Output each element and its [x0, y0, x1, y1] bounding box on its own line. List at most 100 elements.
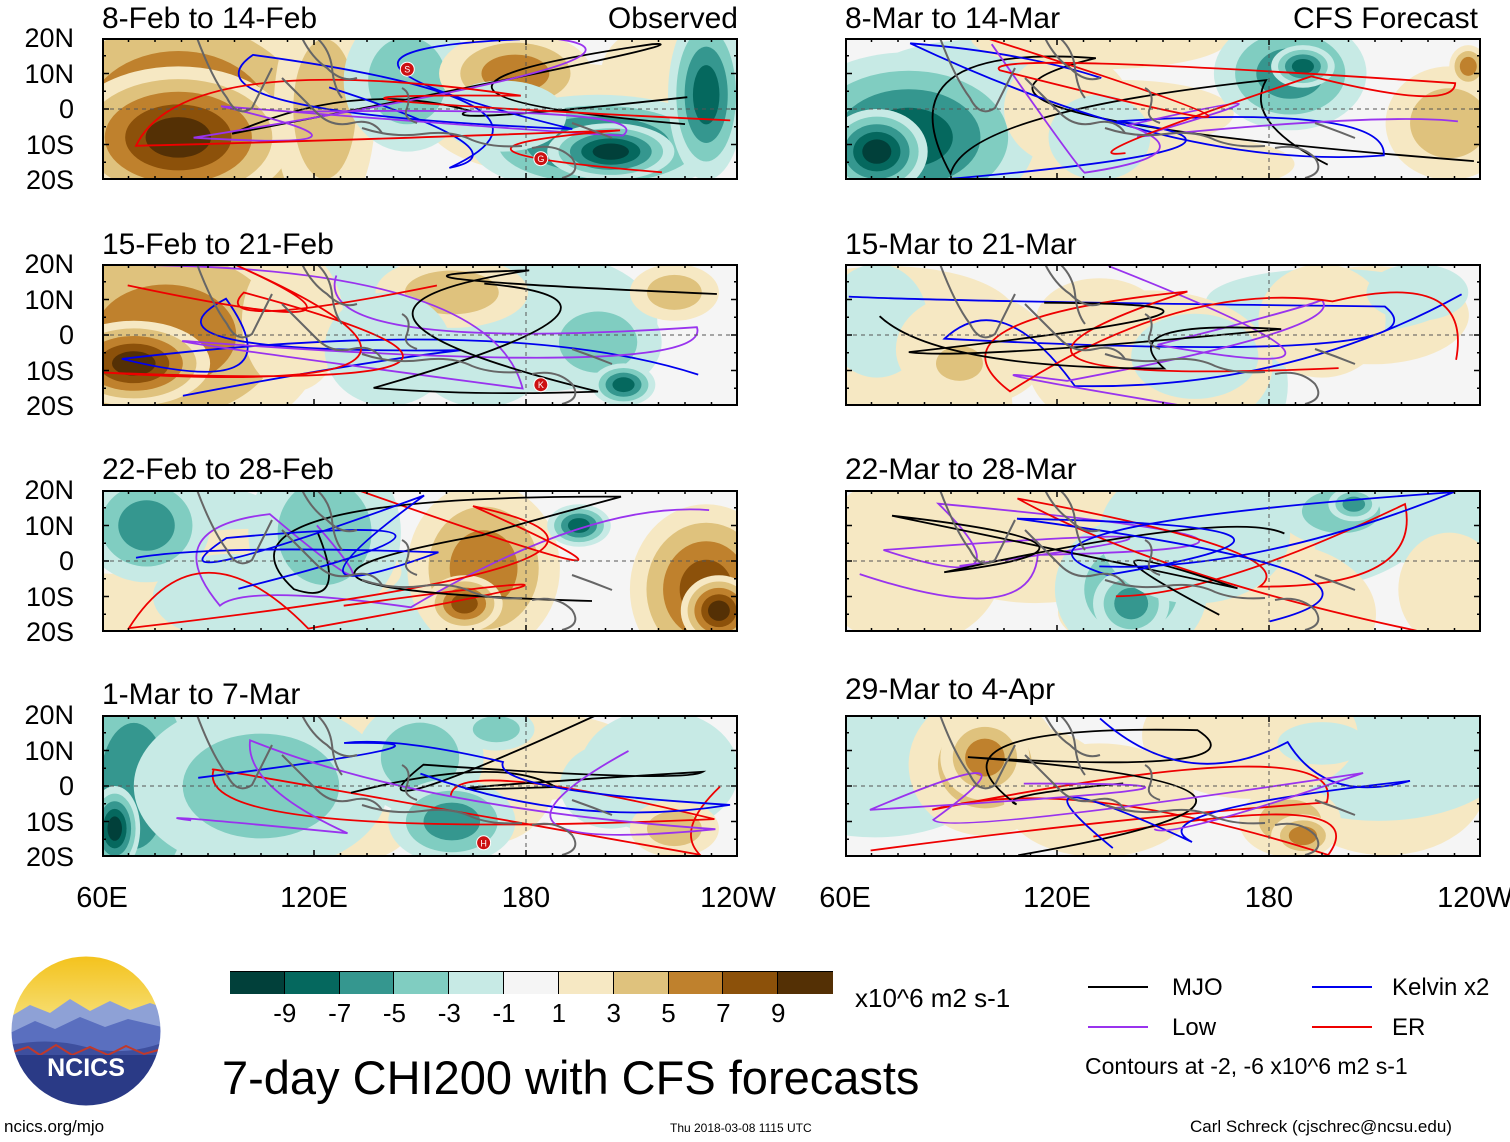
- contour-line: [134, 78, 731, 174]
- legend-line-mjo: [1088, 986, 1148, 988]
- coastline: [1059, 490, 1086, 551]
- legend-label-kelvin: Kelvin x2: [1392, 974, 1490, 1001]
- anomaly-region: [862, 139, 892, 164]
- anomaly-region: [692, 65, 720, 125]
- colorbar-tick-label: -3: [437, 998, 461, 1028]
- coastline: [531, 145, 577, 179]
- coastline: [316, 490, 343, 551]
- coastline: [531, 822, 577, 856]
- anomaly-region: [324, 292, 452, 406]
- lon-tick-label: 60E: [819, 882, 871, 914]
- lon-tick-label: 120W: [700, 882, 776, 914]
- lon-tick-label: 180: [501, 882, 551, 914]
- map-panel: K: [102, 264, 738, 406]
- colorbar-cell: [723, 972, 779, 994]
- anomaly-region: [423, 802, 481, 841]
- colorbar-tick-label: 3: [606, 998, 621, 1028]
- lat-tick-label: 20S: [25, 617, 74, 647]
- contour-line: [127, 490, 580, 630]
- coastline: [1059, 715, 1086, 776]
- colorbar-cell: [394, 972, 450, 994]
- coastline: [1059, 264, 1086, 325]
- coastline: [301, 38, 358, 81]
- anomaly-region: [1288, 826, 1318, 846]
- legend-line-low: [1088, 1026, 1148, 1028]
- anomaly-region: [152, 553, 306, 632]
- coastline: [1314, 799, 1356, 816]
- contour-line: [859, 502, 1201, 600]
- panel-title-cfs-1: 8-Mar to 14-Mar: [845, 2, 1061, 35]
- contour-line: [988, 38, 1457, 155]
- coastline: [1274, 371, 1320, 405]
- anomaly-region: [1366, 264, 1469, 321]
- coastline: [1104, 804, 1266, 825]
- storm-marker: G: [533, 151, 549, 167]
- coastline: [939, 38, 1016, 113]
- contour-line: [121, 264, 699, 390]
- footer-timestamp: Thu 2018-03-08 1115 UTC: [670, 1121, 812, 1135]
- contour-line: [237, 38, 573, 169]
- coastline: [1044, 264, 1101, 307]
- coastline: [939, 264, 1016, 339]
- lon-tick-label: 120E: [1023, 882, 1091, 914]
- panel-title-obs-2: 15-Feb to 21-Feb: [102, 228, 334, 261]
- coastline: [196, 264, 273, 339]
- anomaly-region: [1114, 587, 1149, 620]
- map-panel: [845, 490, 1481, 632]
- coastline: [571, 574, 613, 591]
- panel-title-cfs-2: 15-Mar to 21-Mar: [845, 228, 1077, 261]
- legend-line-kelvin: [1312, 986, 1372, 988]
- contour-line: [869, 772, 1364, 832]
- footer-url[interactable]: ncics.org/mjo: [4, 1117, 105, 1136]
- coastline: [939, 490, 1016, 565]
- colorbar-tick-label: -7: [328, 998, 352, 1028]
- colorbar-cell: [668, 972, 724, 994]
- colorbar-tick-label: -1: [492, 998, 516, 1028]
- lat-tick-label: 10S: [25, 355, 74, 386]
- map-panel: SG: [102, 38, 738, 180]
- anomaly-region: [708, 600, 730, 621]
- lat-tick-label: 20S: [25, 842, 74, 872]
- colorbar-cell: [613, 972, 669, 994]
- legend-label-er: ER: [1392, 1014, 1426, 1041]
- coastline: [1274, 145, 1320, 179]
- coastline: [316, 264, 343, 325]
- contour-line: [135, 494, 439, 590]
- colorbar-cell: [230, 972, 285, 994]
- coastline: [1144, 87, 1161, 124]
- panel-title-obs-4: 1-Mar to 7-Mar: [102, 678, 301, 711]
- colorbar-cell: [284, 972, 340, 994]
- coastline: [196, 38, 273, 113]
- panel-title-cfs-4: 29-Mar to 4-Apr: [845, 673, 1056, 706]
- lat-tick-label: 10S: [25, 129, 74, 160]
- coastline: [1274, 597, 1320, 631]
- coastline: [1104, 127, 1266, 148]
- lat-tick-label: 20N: [24, 700, 74, 730]
- observed-tag: Observed: [607, 2, 738, 35]
- contour-line: [870, 765, 1338, 857]
- panel-title-obs-1: 8-Feb to 14-Feb: [102, 2, 318, 35]
- coastline: [316, 715, 343, 776]
- coastline: [1144, 764, 1161, 801]
- contour-line: [931, 55, 1474, 177]
- coastline: [1104, 579, 1266, 600]
- storm-marker: K: [533, 377, 549, 393]
- anomaly-region: [111, 351, 156, 376]
- panel-title-obs-3: 22-Feb to 28-Feb: [102, 453, 334, 486]
- storm-label: G: [537, 154, 544, 164]
- contour-line: [350, 715, 707, 794]
- contour-line: [198, 740, 731, 814]
- legend-line-er: [1312, 1026, 1372, 1028]
- coastline: [361, 353, 523, 374]
- contour-line: [231, 43, 688, 135]
- lat-tick-label: 0: [58, 94, 74, 124]
- map-panel: [102, 490, 738, 632]
- anomaly-region: [118, 500, 175, 551]
- panel-title-cfs-3: 22-Mar to 28-Mar: [845, 453, 1077, 486]
- coastline: [1144, 539, 1161, 576]
- colorbar-cell: [449, 972, 505, 994]
- coastline: [571, 799, 613, 816]
- coastline: [301, 715, 358, 758]
- colorbar-cell: [778, 972, 833, 994]
- lon-tick-label: 60E: [76, 882, 128, 914]
